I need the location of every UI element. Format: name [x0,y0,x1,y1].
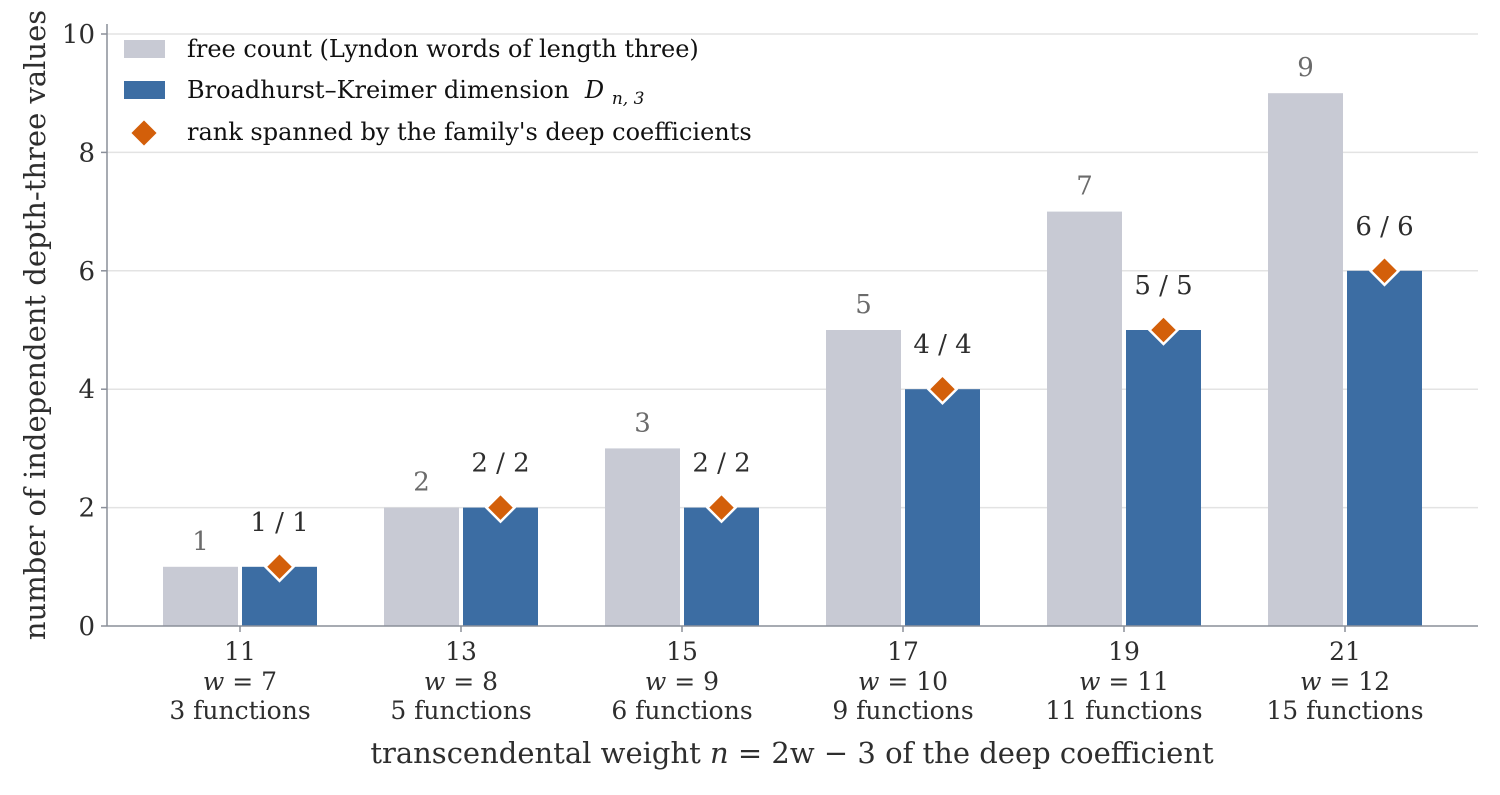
rank-value-label: 2 / 2 [692,449,750,479]
legend-label-free: free count (Lyndon words of length three… [187,35,699,63]
x-tick-functions-label: 6 functions [611,696,752,725]
data-labels: 1 1 / 1 2 2 / 2 3 2 / 2 5 4 / 4 7 5 / 5 9 6 / 6 [192,53,1413,557]
rank-diamond-icon [1368,255,1401,287]
legend-label-rank: rank spanned by the family's deep coeffi… [187,118,752,146]
x-tick-label: 21 [1329,637,1361,666]
rank-diamond-icon [484,491,517,524]
bar-bk [1347,270,1422,626]
x-tick-w-label: w = 11 [1079,667,1169,696]
rank-diamond-icon [1147,314,1180,346]
y-tick-label: 6 [78,257,95,287]
w-symbol: w [424,667,445,696]
bar-free [1268,93,1343,626]
x-tick-functions-label: 11 functions [1045,696,1202,725]
w-value: = 9 [666,667,719,696]
y-axis-title: number of independent depth-three values [18,10,52,640]
w-value: = 8 [445,667,498,696]
x-tick-label: 15 [666,637,698,666]
legend-swatch-bk [124,81,165,99]
bar-free [384,507,459,626]
legend: free count (Lyndon words of length three… [124,35,752,149]
x-tick-w-label: w = 9 [645,667,719,696]
rank-diamond-icon [263,551,296,583]
x-tick-w-label: w = 10 [858,667,948,696]
y-tick-label: 10 [62,20,95,50]
w-value: = 11 [1100,667,1169,696]
w-symbol: w [858,667,879,696]
rank-value-label: 5 / 5 [1134,271,1192,301]
w-symbol: w [1300,667,1321,696]
gridlines [107,33,1478,509]
rank-markers [263,255,1401,583]
rank-value-label: 6 / 6 [1355,212,1413,242]
x-axis-title-part: transcendental weight [370,736,710,770]
free-value-label: 1 [192,527,209,557]
x-tick-functions-label: 5 functions [390,696,531,725]
legend-label-bk-symbol: D [584,76,604,104]
rank-value-label: 4 / 4 [913,330,971,360]
x-tick-functions-label: 9 functions [832,696,973,725]
bars [163,93,1422,626]
w-symbol: w [203,667,224,696]
x-axis-title: transcendental weight n = 2w − 3 of the … [370,736,1214,770]
x-tick-label: 13 [445,637,477,666]
free-value-label: 3 [634,408,651,438]
w-value: = 12 [1321,667,1390,696]
x-tick-w-label: w = 12 [1300,667,1390,696]
free-value-label: 5 [855,290,872,320]
x-axis-title-part: = 2w − 3 of the deep coefficient [729,736,1214,770]
x-tick-w-label: w = 8 [424,667,498,696]
legend-swatch-free [124,40,165,58]
y-tick-label: 2 [78,494,95,524]
y-tick-label: 0 [78,612,95,642]
legend-diamond-icon [128,117,160,149]
w-symbol: w [1079,667,1100,696]
free-value-label: 2 [413,468,430,498]
free-value-label: 9 [1297,53,1314,83]
x-tick-w-label: w = 7 [203,667,277,696]
y-tick-label: 8 [78,138,95,168]
y-tick-label: 4 [78,375,95,405]
bar-bk [905,389,980,626]
x-tick-label: 19 [1108,637,1140,666]
rank-diamond-icon [926,373,959,405]
bar-free [605,448,680,626]
w-value: = 10 [879,667,948,696]
x-tick-functions-label: 3 functions [169,696,310,725]
bar-free [826,330,901,626]
legend-label-bk-subscript: n, 3 [612,89,645,109]
bar-bk [463,507,538,626]
bar-free [163,566,238,626]
legend-label-bk: Broadhurst–Kreimer dimension D n, 3 [187,76,644,109]
legend-label-bk-text: Broadhurst–Kreimer dimension [187,76,569,104]
x-tick-label: 17 [887,637,919,666]
x-axis-title-part: n [710,736,729,770]
rank-diamond-icon [705,491,738,524]
w-value: = 7 [224,667,277,696]
bar-bk [1126,330,1201,626]
bar-free [1047,211,1122,626]
x-tick-functions-label: 15 functions [1266,696,1423,725]
bar-bk [684,507,759,626]
rank-value-label: 2 / 2 [471,449,529,479]
free-value-label: 7 [1076,172,1093,202]
x-tick-label: 11 [224,637,256,666]
rank-value-label: 1 / 1 [250,508,308,538]
w-symbol: w [645,667,666,696]
